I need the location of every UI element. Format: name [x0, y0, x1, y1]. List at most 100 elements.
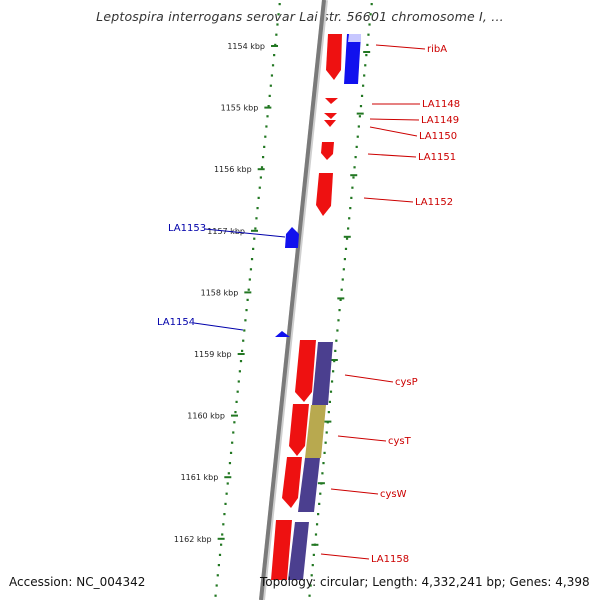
- tick-dot-right: [310, 574, 313, 577]
- tick-dot-left: [249, 268, 253, 271]
- tick-dot-right: [337, 319, 340, 322]
- tick-dot-right: [359, 105, 363, 108]
- gene-la1151-feature[interactable]: [321, 142, 334, 160]
- gene-label-la1153[interactable]: LA1153: [168, 223, 206, 234]
- tick-dot-right: [363, 74, 366, 77]
- gene-la1152-feature[interactable]: [316, 173, 333, 216]
- gene-label-cysp[interactable]: cysP: [395, 377, 418, 388]
- tick-dot-right: [327, 411, 330, 414]
- gene-la1150-feature[interactable]: [324, 120, 336, 127]
- tick-dot-left: [252, 247, 255, 250]
- tick-dot-left: [258, 186, 261, 189]
- tick-dot-right: [364, 64, 367, 67]
- tick-dot-left: [243, 329, 246, 332]
- tick-dot-left: [278, 3, 281, 6]
- gene-label-la1158[interactable]: LA1158: [371, 554, 409, 565]
- gene-cysw-feature[interactable]: [282, 457, 302, 508]
- tick-dot-left: [223, 513, 226, 516]
- gene-label-la1154[interactable]: LA1154: [157, 317, 195, 328]
- gene-labels-right: ribA LA1148 LA1149 LA1150 LA1151 LA1152 …: [320, 44, 460, 565]
- riba-category-block: [344, 34, 361, 84]
- gene-cysp-feature[interactable]: [295, 340, 316, 402]
- la1150-leader: [369, 126, 418, 137]
- gene-label-cyst[interactable]: cysT: [388, 436, 412, 447]
- tick-dot-left: [277, 13, 280, 16]
- cyst-leader: [337, 435, 387, 442]
- tick-dot-right: [369, 13, 372, 16]
- tick-label: 1162 kbp: [174, 535, 212, 544]
- tick-dot-left: [265, 125, 268, 128]
- cysw-category-block: [298, 458, 320, 512]
- tick-dot-right: [334, 349, 337, 352]
- tick-dot-right: [328, 400, 332, 403]
- tick-dot-right: [333, 360, 336, 363]
- tick-dot-left: [231, 441, 234, 444]
- tick-dot-right: [368, 23, 371, 26]
- tick-label: 1161 kbp: [181, 473, 219, 482]
- gene-label-cysw[interactable]: cysW: [380, 489, 407, 500]
- tick-dot-left: [271, 64, 275, 67]
- tick-dot-right: [329, 390, 333, 393]
- la1151-leader: [367, 153, 417, 158]
- tick-dot-left: [217, 564, 220, 567]
- accession-text: Accession: NC_004342: [9, 575, 146, 589]
- gene-riba-feature[interactable]: [326, 34, 342, 80]
- tick-dot-right: [347, 227, 350, 230]
- gene-label-la1150[interactable]: LA1150: [419, 131, 457, 142]
- tick-dot-left: [218, 553, 222, 556]
- tick-dot-left: [234, 411, 237, 414]
- gene-la1158-feature[interactable]: [271, 520, 292, 580]
- tick-dot-left: [222, 523, 225, 526]
- tick-dot-left: [273, 54, 276, 57]
- la1158-leader: [320, 553, 370, 560]
- gene-label-la1148[interactable]: LA1148: [422, 99, 460, 110]
- tick-dot-right: [332, 370, 335, 373]
- gene-label-riba[interactable]: ribA: [427, 44, 447, 55]
- gene-label-la1152[interactable]: LA1152: [415, 197, 453, 208]
- tick-dot-left: [229, 451, 233, 454]
- gene-la1154-feature[interactable]: [275, 331, 290, 337]
- tick-dot-left: [227, 472, 230, 475]
- tick-dot-left: [228, 462, 232, 465]
- gene-la1153-feature[interactable]: [285, 227, 299, 248]
- la1149-leader: [369, 118, 420, 121]
- la1153-leader: [204, 228, 286, 238]
- gene-labels-left: LA1153 LA1154: [157, 223, 286, 331]
- tick-dot-right: [360, 94, 364, 97]
- tick-dot-right: [312, 553, 315, 556]
- tick-dot-left: [266, 115, 269, 118]
- tick-dot-right: [370, 3, 373, 6]
- tick-dot-right: [323, 451, 326, 454]
- tick-dot-left: [225, 492, 228, 495]
- gene-la1149-feature[interactable]: [324, 113, 337, 119]
- tick-label: 1160 kbp: [187, 412, 225, 421]
- tick-dot-right: [358, 115, 361, 118]
- tick-dot-left: [248, 278, 251, 281]
- gene-cyst-feature[interactable]: [289, 404, 309, 456]
- tick-dot-left: [276, 23, 279, 26]
- gene-label-la1151[interactable]: LA1151: [418, 152, 456, 163]
- tick-dot-right: [366, 43, 369, 46]
- category-track: [288, 34, 361, 580]
- tick-label: 1154 kbp: [227, 42, 265, 51]
- tick-dot-right: [314, 533, 318, 536]
- backbone: [259, 0, 328, 600]
- gene-la1148-feature[interactable]: [325, 98, 338, 104]
- tick-dot-left: [245, 309, 248, 312]
- tick-dot-right: [354, 156, 357, 159]
- tick-label: 1156 kbp: [214, 165, 252, 174]
- tick-dot-right: [317, 513, 320, 516]
- feature-track-forward: [271, 34, 342, 580]
- tick-dot-left: [238, 370, 241, 373]
- tick-dot-left: [260, 166, 264, 169]
- tick-dot-right: [325, 431, 328, 434]
- tick-dot-left: [250, 258, 254, 261]
- tick-dot-right: [341, 278, 344, 281]
- tick-dot-left: [221, 533, 224, 536]
- gene-label-la1149[interactable]: LA1149: [421, 115, 459, 126]
- tick-dot-left: [215, 584, 218, 587]
- tick-dot-left: [233, 421, 236, 424]
- genome-info-text: Topology: circular; Length: 4,332,241 bp…: [260, 575, 590, 589]
